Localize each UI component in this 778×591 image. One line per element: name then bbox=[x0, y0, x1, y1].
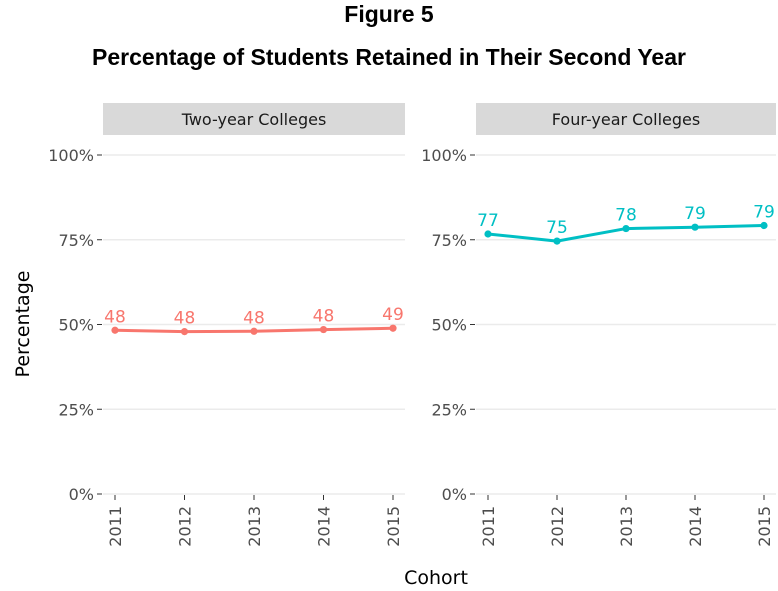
figure-title: Percentage of Students Retained in Their… bbox=[92, 44, 686, 70]
data-point bbox=[111, 326, 119, 334]
x-tick-label: 2013 bbox=[617, 506, 636, 547]
facet-strip bbox=[476, 103, 776, 135]
facets-layer: Two-year Colleges 0% 25% 50% 75% 100% 2011 2012… bbox=[48, 103, 776, 547]
y-axis-label: Percentage bbox=[12, 271, 34, 378]
y-tick-label: 75% bbox=[431, 231, 467, 250]
data-label: 48 bbox=[243, 308, 265, 328]
data-label: 48 bbox=[174, 309, 196, 329]
x-tick-label: 2012 bbox=[548, 506, 567, 547]
data-label: 79 bbox=[684, 204, 706, 224]
y-tick-label: 75% bbox=[58, 231, 94, 250]
x-tick-label: 2014 bbox=[315, 506, 334, 547]
data-label: 48 bbox=[313, 307, 335, 327]
x-tick-label: 2011 bbox=[479, 506, 498, 547]
data-label: 78 bbox=[615, 206, 637, 226]
data-label: 79 bbox=[753, 203, 775, 223]
data-label: 77 bbox=[477, 211, 499, 231]
y-tick-label: 25% bbox=[431, 400, 467, 419]
facet-panel-1: Two-year Colleges 0% 25% 50% 75% 100% 2011 2012… bbox=[48, 103, 405, 547]
y-tick-label: 50% bbox=[58, 316, 94, 335]
facet-strip-label: Two-year Colleges bbox=[181, 110, 327, 129]
figure-label: Figure 5 bbox=[344, 1, 434, 27]
data-label: 75 bbox=[546, 218, 568, 238]
data-point bbox=[389, 324, 397, 332]
data-point bbox=[484, 230, 492, 238]
data-point bbox=[180, 328, 189, 336]
y-tick-label: 100% bbox=[48, 146, 94, 165]
y-tick-label: 0% bbox=[69, 485, 94, 504]
y-tick-label: 25% bbox=[58, 400, 94, 419]
x-tick-label: 2015 bbox=[384, 506, 403, 547]
x-tick-label: 2012 bbox=[176, 506, 195, 547]
x-axis-label: Cohort bbox=[404, 567, 468, 589]
data-point bbox=[691, 223, 699, 231]
facet-strip bbox=[103, 103, 405, 135]
y-tick-label: 50% bbox=[431, 316, 467, 335]
data-point bbox=[319, 325, 328, 334]
data-label: 49 bbox=[382, 305, 404, 325]
data-point bbox=[622, 224, 630, 233]
data-point bbox=[250, 327, 258, 335]
facet-strip-label: Four-year Colleges bbox=[552, 110, 700, 129]
data-label: 48 bbox=[104, 307, 126, 327]
y-tick-label: 0% bbox=[442, 485, 467, 504]
y-tick-label: 100% bbox=[421, 146, 467, 165]
facet-panel-2: Four-year Colleges 0% 25% 50% 75% 100% 2011 201… bbox=[421, 103, 776, 547]
data-point bbox=[553, 237, 561, 245]
x-tick-label: 2015 bbox=[755, 506, 774, 547]
x-tick-label: 2011 bbox=[106, 506, 125, 547]
x-tick-label: 2013 bbox=[245, 506, 264, 547]
data-point bbox=[760, 221, 768, 230]
x-tick-label: 2014 bbox=[686, 506, 705, 547]
